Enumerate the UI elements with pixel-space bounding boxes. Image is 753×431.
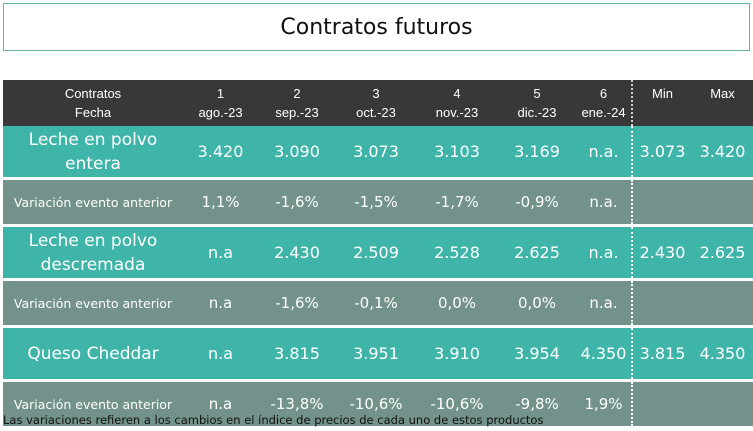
value-cell: 3.073 [336, 126, 416, 177]
max-cell [692, 180, 753, 224]
header-contract-4: 4 nov.-23 [416, 80, 498, 126]
value-cell: 3.910 [416, 328, 498, 379]
max-cell [692, 281, 753, 325]
variation-cell: 0,0% [416, 281, 498, 325]
contract-number: 1 [216, 86, 225, 101]
product-name-line1: Queso Cheddar [27, 343, 159, 364]
contract-date: nov.-23 [435, 105, 479, 120]
value-cell: 3.951 [336, 328, 416, 379]
header-contract-5: 5 dic.-23 [498, 80, 576, 126]
min-cell: 3.073 [631, 126, 692, 177]
min-cell [631, 281, 692, 325]
page-title: Contratos futuros [280, 14, 473, 40]
futures-table: Contratos Fecha 1 ago.-23 2 sep.-23 3 oct.-… [3, 80, 753, 426]
contract-number: 3 [372, 86, 380, 101]
variation-cell: -0,1% [336, 281, 416, 325]
contract-date: ene.-24 [581, 105, 626, 120]
variation-row: Variación evento anterior n.a -13,8% -10… [3, 382, 753, 426]
variation-cell: -10,6% [416, 382, 498, 426]
variation-cell: n.a. [576, 281, 632, 325]
product-name-cell: Leche en polvo entera [3, 126, 183, 177]
value-cell: 3.420 [183, 126, 258, 177]
value-cell: 3.815 [258, 328, 336, 379]
max-cell: 3.420 [692, 126, 753, 177]
contract-date: sep.-23 [275, 105, 319, 120]
variation-cell: -13,8% [258, 382, 336, 426]
variation-cell: 1,1% [183, 180, 258, 224]
max-cell: 2.625 [692, 227, 753, 278]
value-cell: n.a [183, 227, 258, 278]
header-label-cell: Contratos Fecha [3, 80, 183, 126]
contract-date: dic.-23 [517, 105, 557, 120]
min-cell [631, 382, 692, 426]
header-contract-6: 6 ene.-24 [576, 80, 632, 126]
contract-number: 6 [599, 86, 608, 101]
contract-date: ago.-23 [198, 105, 243, 120]
footnote: Las variaciones refieren a los cambios e… [3, 413, 544, 427]
value-cell: 2.625 [498, 227, 576, 278]
contract-number: 2 [293, 86, 301, 101]
variation-cell: n.a [183, 382, 258, 426]
variation-cell: -1,5% [336, 180, 416, 224]
value-cell: 2.528 [416, 227, 498, 278]
min-cell: 3.815 [631, 328, 692, 379]
product-row: Leche en polvo descremada n.a 2.430 2.50… [3, 227, 753, 278]
variation-cell: 0,0% [498, 281, 576, 325]
variation-cell: 1,9% [576, 382, 632, 426]
contract-number: 4 [453, 86, 461, 101]
product-name-cell: Leche en polvo descremada [3, 227, 183, 278]
value-cell: 3.103 [416, 126, 498, 177]
variation-label: Variación evento anterior [3, 180, 183, 224]
min-cell: 2.430 [631, 227, 692, 278]
product-row: Leche en polvo entera 3.420 3.090 3.073 … [3, 126, 753, 177]
header-row: Contratos Fecha 1 ago.-23 2 sep.-23 3 oct.-… [3, 80, 753, 126]
max-cell [692, 382, 753, 426]
variation-cell: -10,6% [336, 382, 416, 426]
value-cell: n.a [183, 328, 258, 379]
value-cell: 3.090 [258, 126, 336, 177]
variation-label: Variación evento anterior [3, 382, 183, 426]
variation-cell: n.a. [576, 180, 632, 224]
product-name-line2: entera [65, 153, 121, 174]
title-box: Contratos futuros [3, 3, 750, 51]
product-row: Queso Cheddar n.a 3.815 3.951 3.910 3.95… [3, 328, 753, 379]
min-cell [631, 180, 692, 224]
value-cell: 2.430 [258, 227, 336, 278]
header-date-label: Fecha [74, 105, 112, 120]
header-contract-1: 1 ago.-23 [183, 80, 258, 126]
header-contracts-label: Contratos [64, 86, 122, 101]
product-name-line1: Leche en polvo [28, 129, 158, 150]
contract-date: oct.-23 [356, 105, 396, 120]
variation-cell: -0,9% [498, 180, 576, 224]
product-name-line1: Leche en polvo [28, 230, 158, 251]
value-cell: 3.954 [498, 328, 576, 379]
header-contract-3: 3 oct.-23 [336, 80, 416, 126]
contract-number: 5 [533, 86, 541, 101]
product-name-line2: descremada [40, 254, 146, 275]
variation-cell: -9,8% [498, 382, 576, 426]
variation-cell: -1,6% [258, 180, 336, 224]
variation-cell: -1,7% [416, 180, 498, 224]
value-cell: n.a. [576, 126, 632, 177]
header-min: Min [631, 80, 692, 126]
value-cell: 2.509 [336, 227, 416, 278]
variation-row: Variación evento anterior n.a -1,6% -0,1… [3, 281, 753, 325]
header-contract-2: 2 sep.-23 [258, 80, 336, 126]
max-cell: 4.350 [692, 328, 753, 379]
header-max: Max [692, 80, 753, 126]
variation-cell: n.a [183, 281, 258, 325]
variation-label: Variación evento anterior [3, 281, 183, 325]
value-cell: 3.169 [498, 126, 576, 177]
value-cell: n.a. [576, 227, 632, 278]
variation-cell: -1,6% [258, 281, 336, 325]
value-cell: 4.350 [576, 328, 632, 379]
product-name-cell: Queso Cheddar [3, 328, 183, 379]
variation-row: Variación evento anterior 1,1% -1,6% -1,… [3, 180, 753, 224]
